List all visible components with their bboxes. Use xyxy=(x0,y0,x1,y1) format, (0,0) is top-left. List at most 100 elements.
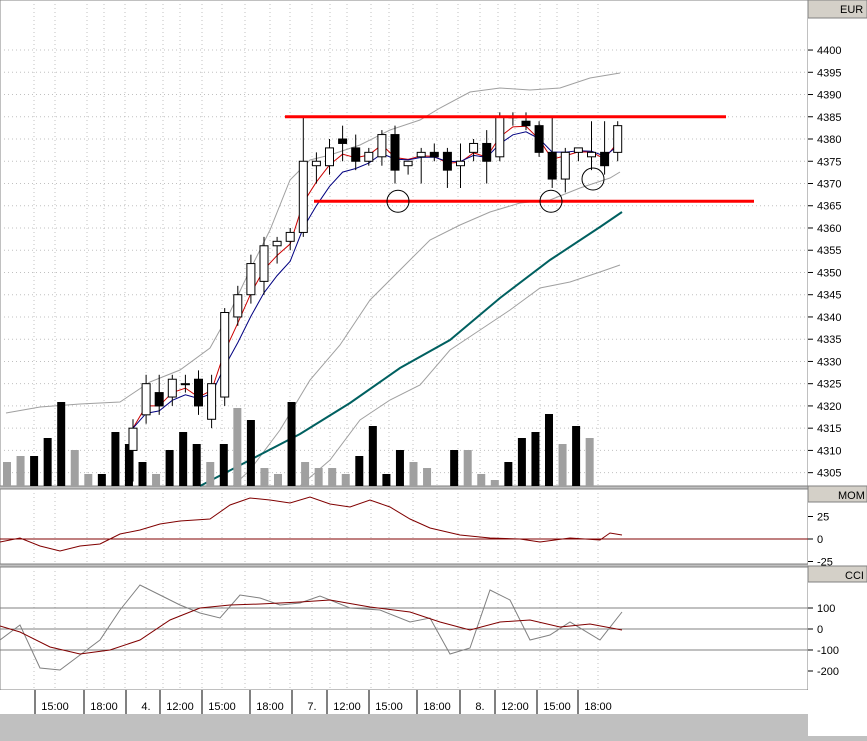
candle-body xyxy=(285,231,295,242)
price-tick-label: 4305 xyxy=(817,468,841,480)
volume-bar xyxy=(409,462,418,486)
candle-body xyxy=(154,392,164,407)
candle-body xyxy=(128,427,138,451)
volume-bar xyxy=(206,462,215,486)
candle-body xyxy=(534,125,544,153)
volume-bar xyxy=(328,468,337,486)
volume-bar xyxy=(57,402,66,486)
cci-line xyxy=(0,584,623,671)
touch-circle xyxy=(386,189,410,213)
volume-bar xyxy=(260,468,269,486)
time-tick-label: 18:00 xyxy=(256,701,284,713)
candle-body xyxy=(495,116,505,158)
candle-body xyxy=(390,134,400,171)
volume-bar xyxy=(395,450,404,486)
cci-tick-label: -200 xyxy=(817,666,839,678)
candle-body xyxy=(311,160,321,167)
price-tick-label: 4315 xyxy=(817,423,841,435)
price-tick-label: 4365 xyxy=(817,201,841,213)
volume-bar xyxy=(504,462,513,486)
volume-bar xyxy=(97,474,106,486)
time-tick-label: 12:00 xyxy=(333,701,361,713)
cci-tick-label: 100 xyxy=(817,603,835,615)
mom-line xyxy=(0,496,623,552)
candle-body xyxy=(220,312,230,398)
price-tick-label: 4360 xyxy=(817,223,841,235)
volume-bar xyxy=(463,450,472,486)
candle-body xyxy=(233,294,243,318)
candle-body xyxy=(325,147,334,167)
time-axis xyxy=(0,690,808,714)
volume-bar xyxy=(43,438,52,486)
volume-bar xyxy=(355,456,364,486)
volume-bar xyxy=(3,462,11,486)
candle-body xyxy=(403,160,413,167)
volume-bar xyxy=(423,468,432,486)
candle-body xyxy=(442,151,452,171)
mom-indicator: 25 0 -25 xyxy=(0,496,833,569)
mom-tick-label: -25 xyxy=(817,557,833,569)
cci-signal-line xyxy=(0,599,623,655)
price-tick-label: 4385 xyxy=(817,112,841,124)
candle-body xyxy=(180,383,190,386)
volume-bar xyxy=(246,420,255,486)
volume-bar xyxy=(16,456,25,486)
volume-bar xyxy=(531,432,540,486)
volume-bar xyxy=(558,444,567,486)
mom-panel[interactable] xyxy=(0,488,809,565)
volume-bar xyxy=(192,444,201,486)
volume-bar xyxy=(450,450,459,486)
volume-bar xyxy=(585,438,594,486)
time-tick-label: 15:00 xyxy=(41,701,69,713)
price-tick-label: 4395 xyxy=(817,67,841,79)
price-tick-label: 4350 xyxy=(817,267,841,279)
candle-body xyxy=(521,120,531,127)
price-panel[interactable] xyxy=(0,0,809,487)
time-tick-label: 12:00 xyxy=(166,701,194,713)
candle-body xyxy=(377,134,387,158)
price-tick-label: 4310 xyxy=(817,445,841,457)
outer-lower-band xyxy=(299,264,621,487)
price-tick-label: 4335 xyxy=(817,334,841,346)
candle-body xyxy=(600,151,610,167)
price-tick-label: 4380 xyxy=(817,134,841,146)
volume-bar xyxy=(111,432,120,486)
price-tick-label: 4345 xyxy=(817,290,841,302)
candle-body xyxy=(547,151,557,180)
volume-bar xyxy=(30,456,39,486)
volume-bar xyxy=(490,480,499,486)
ma-slow-line xyxy=(199,211,623,487)
candle-body xyxy=(469,142,479,153)
volume-bar xyxy=(233,408,242,486)
mom-label: MOM xyxy=(838,490,865,502)
time-tick-label: 7. xyxy=(307,701,316,713)
cci-tick-label: 0 xyxy=(817,624,823,636)
volume-bar xyxy=(368,426,377,486)
volume-bar xyxy=(545,414,553,486)
currency-label: EUR xyxy=(840,4,863,16)
candle-body xyxy=(573,147,583,153)
candle-body xyxy=(364,151,374,162)
mom-tick-label: 0 xyxy=(817,534,823,546)
volume-bar xyxy=(341,474,350,486)
candle-body xyxy=(338,138,348,144)
time-tick-label: 18:00 xyxy=(90,701,118,713)
volume-bar xyxy=(179,432,188,486)
volume-bar xyxy=(314,468,323,486)
volume-bar xyxy=(477,474,486,486)
time-tick-label: 12:00 xyxy=(501,701,529,713)
touch-circle xyxy=(581,167,605,191)
price-tick-label: 4320 xyxy=(817,401,841,413)
volume-bar xyxy=(70,450,79,486)
volume-bar xyxy=(84,474,93,486)
price-tick-label: 4340 xyxy=(817,312,841,324)
volume-bar xyxy=(301,462,310,486)
candle-body xyxy=(456,160,465,167)
candle-body xyxy=(482,142,492,162)
candle-body xyxy=(587,151,596,158)
time-tick-label: 18:00 xyxy=(584,701,612,713)
price-axis xyxy=(808,0,867,736)
volume-bar xyxy=(124,444,133,486)
